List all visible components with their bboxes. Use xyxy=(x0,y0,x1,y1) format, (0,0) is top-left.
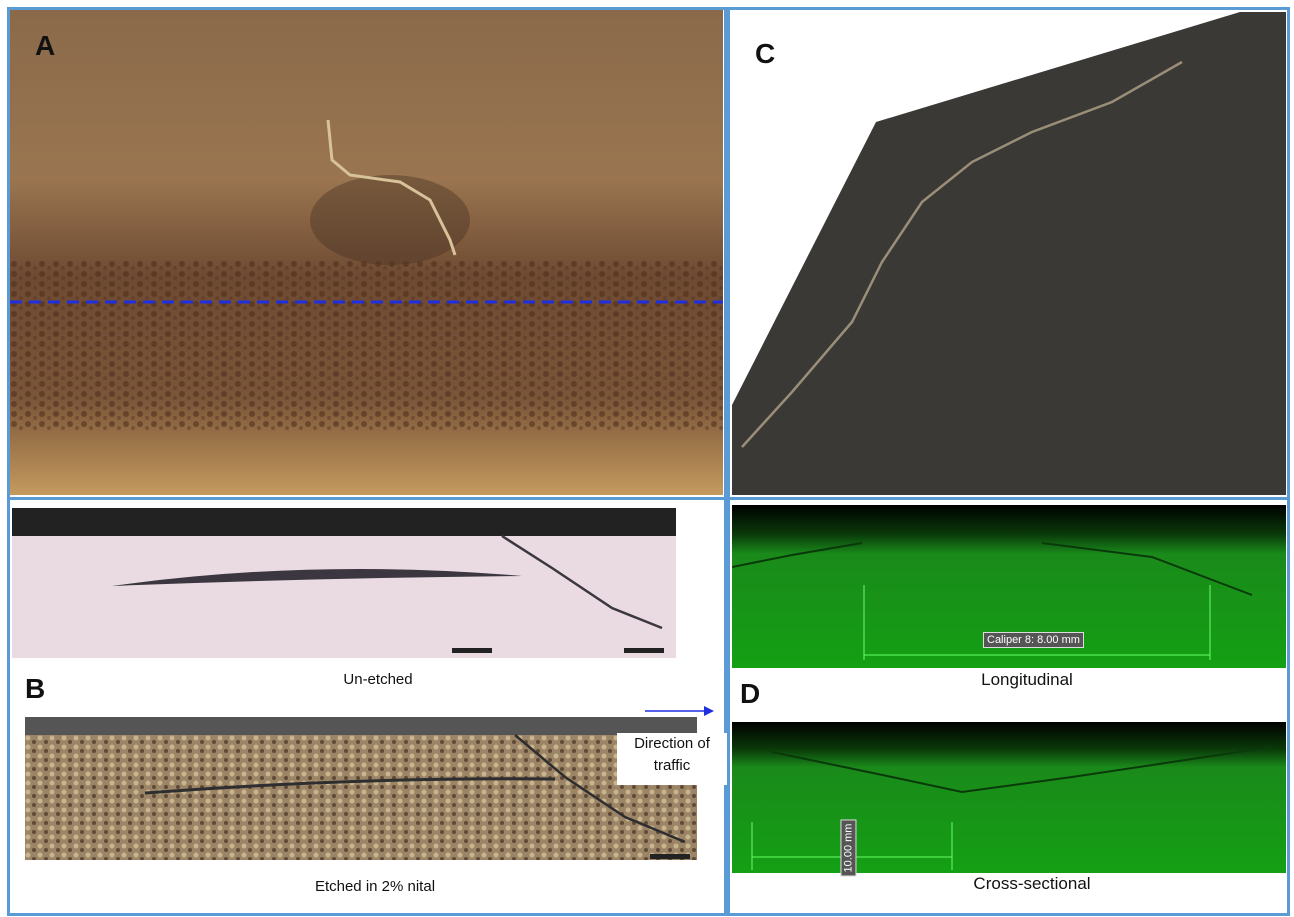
photo-a xyxy=(10,10,723,495)
panel-label: D xyxy=(740,678,760,710)
annotation: Direction of traffic xyxy=(617,733,727,785)
micrograph-unetched xyxy=(12,508,676,658)
measurement: Caliper 8: 8.00 mm xyxy=(983,632,1084,648)
caption: Longitudinal xyxy=(877,670,1177,690)
caption: Etched in 2% nital xyxy=(225,878,525,895)
caption: Un-etched xyxy=(228,671,528,688)
panel-label: C xyxy=(755,38,775,70)
micrograph-etched xyxy=(25,717,697,860)
photo-c xyxy=(732,12,1286,495)
panel-label: A xyxy=(35,30,55,62)
scan-cross-sectional xyxy=(732,722,1286,873)
page: A C Un-etched B Etched in 2% nital Direc… xyxy=(0,0,1294,917)
panel-label: B xyxy=(25,673,45,705)
arrow xyxy=(640,703,720,719)
measurement: 10.00 mm xyxy=(840,820,856,877)
caption: Cross-sectional xyxy=(882,874,1182,894)
